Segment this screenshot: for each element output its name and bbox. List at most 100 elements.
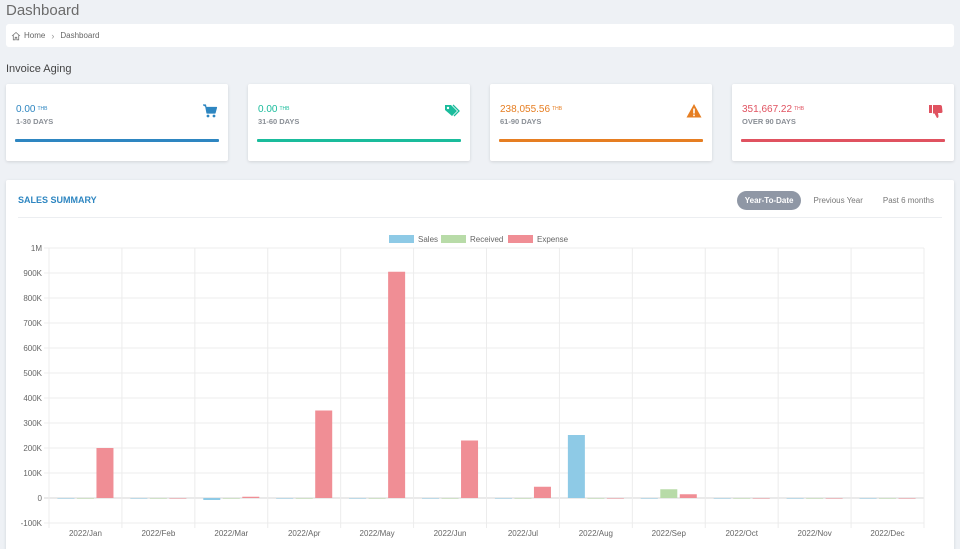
- aging-amount: 238,055.56 THB: [500, 104, 563, 115]
- invoice-aging-title: Invoice Aging: [6, 63, 72, 75]
- bar-sales: [276, 498, 294, 499]
- bar-expense: [898, 498, 916, 499]
- range-tabs: Year-To-Date Previous Year Past 6 months: [736, 191, 942, 210]
- bar-sales: [567, 435, 585, 498]
- bar-received: [733, 498, 751, 499]
- bar-sales: [349, 498, 367, 499]
- x-tick-label: 2022/Jan: [69, 529, 102, 538]
- x-tick-label: 2022/Dec: [870, 529, 904, 538]
- bar-sales: [494, 498, 512, 499]
- bar-expense: [752, 498, 770, 499]
- y-tick-label: 900K: [23, 269, 42, 278]
- bar-expense: [169, 498, 187, 499]
- breadcrumb-current: Dashboard: [60, 31, 100, 40]
- y-tick-label: 500K: [23, 369, 42, 378]
- aging-label: OVER 90 DAYS: [742, 117, 796, 126]
- tab-past-6-months[interactable]: Past 6 months: [882, 196, 934, 205]
- y-tick-label: 600K: [23, 344, 42, 353]
- aging-card-31-60[interactable]: 0.00 THB 31-60 DAYS: [248, 84, 470, 161]
- sales-summary-chart: 1M 900K 800K 700K 600K 500K 400K 300K 200K 100K 0 -…: [21, 235, 925, 538]
- y-tick-label: 800K: [23, 294, 42, 303]
- sales-summary-panel: 1M 900K 800K 700K 600K 500K 400K 300K 200K 100K 0 -…: [6, 180, 954, 549]
- bar-received: [587, 498, 605, 499]
- shopping-cart-icon: [203, 104, 218, 118]
- sales-summary-title: SALES SUMMARY: [18, 195, 97, 205]
- x-tick-label: 2022/May: [360, 529, 395, 538]
- chevron-right-icon: ›: [51, 30, 55, 41]
- breadcrumb: Home › Dashboard: [6, 24, 954, 47]
- bar-expense: [315, 410, 333, 498]
- bar-received: [660, 489, 678, 498]
- bar-received: [368, 498, 386, 499]
- bar-expense: [388, 271, 406, 498]
- aging-amount: 0.00 THB: [258, 104, 290, 115]
- bar-sales: [57, 498, 75, 499]
- bar-sales: [422, 498, 440, 499]
- bar-sales: [713, 498, 731, 499]
- bar-expense: [606, 498, 624, 499]
- aging-amount: 0.00 THB: [16, 104, 48, 115]
- x-tick-label: 2022/Feb: [141, 529, 175, 538]
- legend-label: Expense: [537, 235, 569, 244]
- x-tick-label: 2022/Jul: [508, 529, 538, 538]
- x-tick-label: 2022/Aug: [579, 529, 613, 538]
- aging-bar: [499, 139, 703, 142]
- page-title: Dashboard: [6, 2, 80, 19]
- bar-received: [441, 498, 459, 499]
- legend-swatch: [389, 235, 414, 243]
- bar-expense: [96, 448, 114, 498]
- bar-received: [879, 498, 897, 499]
- x-tick-label: 2022/Jun: [434, 529, 467, 538]
- bar-received: [76, 498, 94, 499]
- x-tick-label: 2022/Apr: [288, 529, 321, 538]
- legend-swatch: [441, 235, 466, 243]
- bar-received: [222, 498, 240, 499]
- bar-expense: [679, 494, 697, 498]
- bar-sales: [859, 498, 877, 499]
- warning-icon: [686, 104, 702, 118]
- x-tick-label: 2022/Nov: [798, 529, 832, 538]
- y-tick-label: 400K: [23, 394, 42, 403]
- aging-card-over-90[interactable]: 351,667.22 THB OVER 90 DAYS: [732, 84, 954, 161]
- aging-amount: 351,667.22 THB: [742, 104, 805, 115]
- legend-label: Received: [470, 235, 503, 244]
- legend-swatch: [508, 235, 533, 243]
- bar-received: [514, 498, 532, 499]
- invoice-aging-cards: 0.00 THB 1-30 DAYS 0.00 THB 31-60 DAYS 238…: [6, 84, 954, 162]
- bar-sales: [786, 498, 804, 499]
- aging-bar: [257, 139, 461, 142]
- bar-expense: [461, 440, 479, 498]
- y-tick-label: 300K: [23, 419, 42, 428]
- y-tick-label: -100K: [21, 519, 43, 528]
- bar-received: [149, 498, 167, 499]
- aging-bar: [15, 139, 219, 142]
- aging-card-1-30[interactable]: 0.00 THB 1-30 DAYS: [6, 84, 228, 161]
- bar-received: [806, 498, 824, 499]
- tags-icon: [445, 104, 460, 117]
- aging-label: 61-90 DAYS: [500, 117, 542, 126]
- aging-card-61-90[interactable]: 238,055.56 THB 61-90 DAYS: [490, 84, 712, 161]
- thumbs-down-icon: [929, 105, 943, 118]
- aging-label: 31-60 DAYS: [258, 117, 300, 126]
- bar-sales: [640, 498, 658, 499]
- x-tick-label: 2022/Oct: [725, 529, 758, 538]
- bar-received: [295, 498, 313, 499]
- tab-year-to-date[interactable]: Year-To-Date: [736, 191, 802, 210]
- y-tick-label: 200K: [23, 444, 42, 453]
- bar-expense: [533, 486, 551, 498]
- y-tick-label: 0: [38, 494, 43, 503]
- aging-bar: [741, 139, 945, 142]
- bar-expense: [825, 498, 843, 499]
- y-tick-label: 100K: [23, 469, 42, 478]
- y-tick-label: 1M: [31, 244, 42, 253]
- bar-expense: [242, 496, 260, 498]
- x-tick-label: 2022/Mar: [214, 529, 248, 538]
- y-tick-label: 700K: [23, 319, 42, 328]
- home-icon: [11, 31, 21, 40]
- bar-sales: [203, 498, 221, 500]
- tab-previous-year[interactable]: Previous Year: [813, 196, 863, 205]
- legend-label: Sales: [418, 235, 438, 244]
- breadcrumb-home[interactable]: Home: [24, 31, 46, 40]
- panel-divider: [18, 217, 942, 218]
- aging-label: 1-30 DAYS: [16, 117, 54, 126]
